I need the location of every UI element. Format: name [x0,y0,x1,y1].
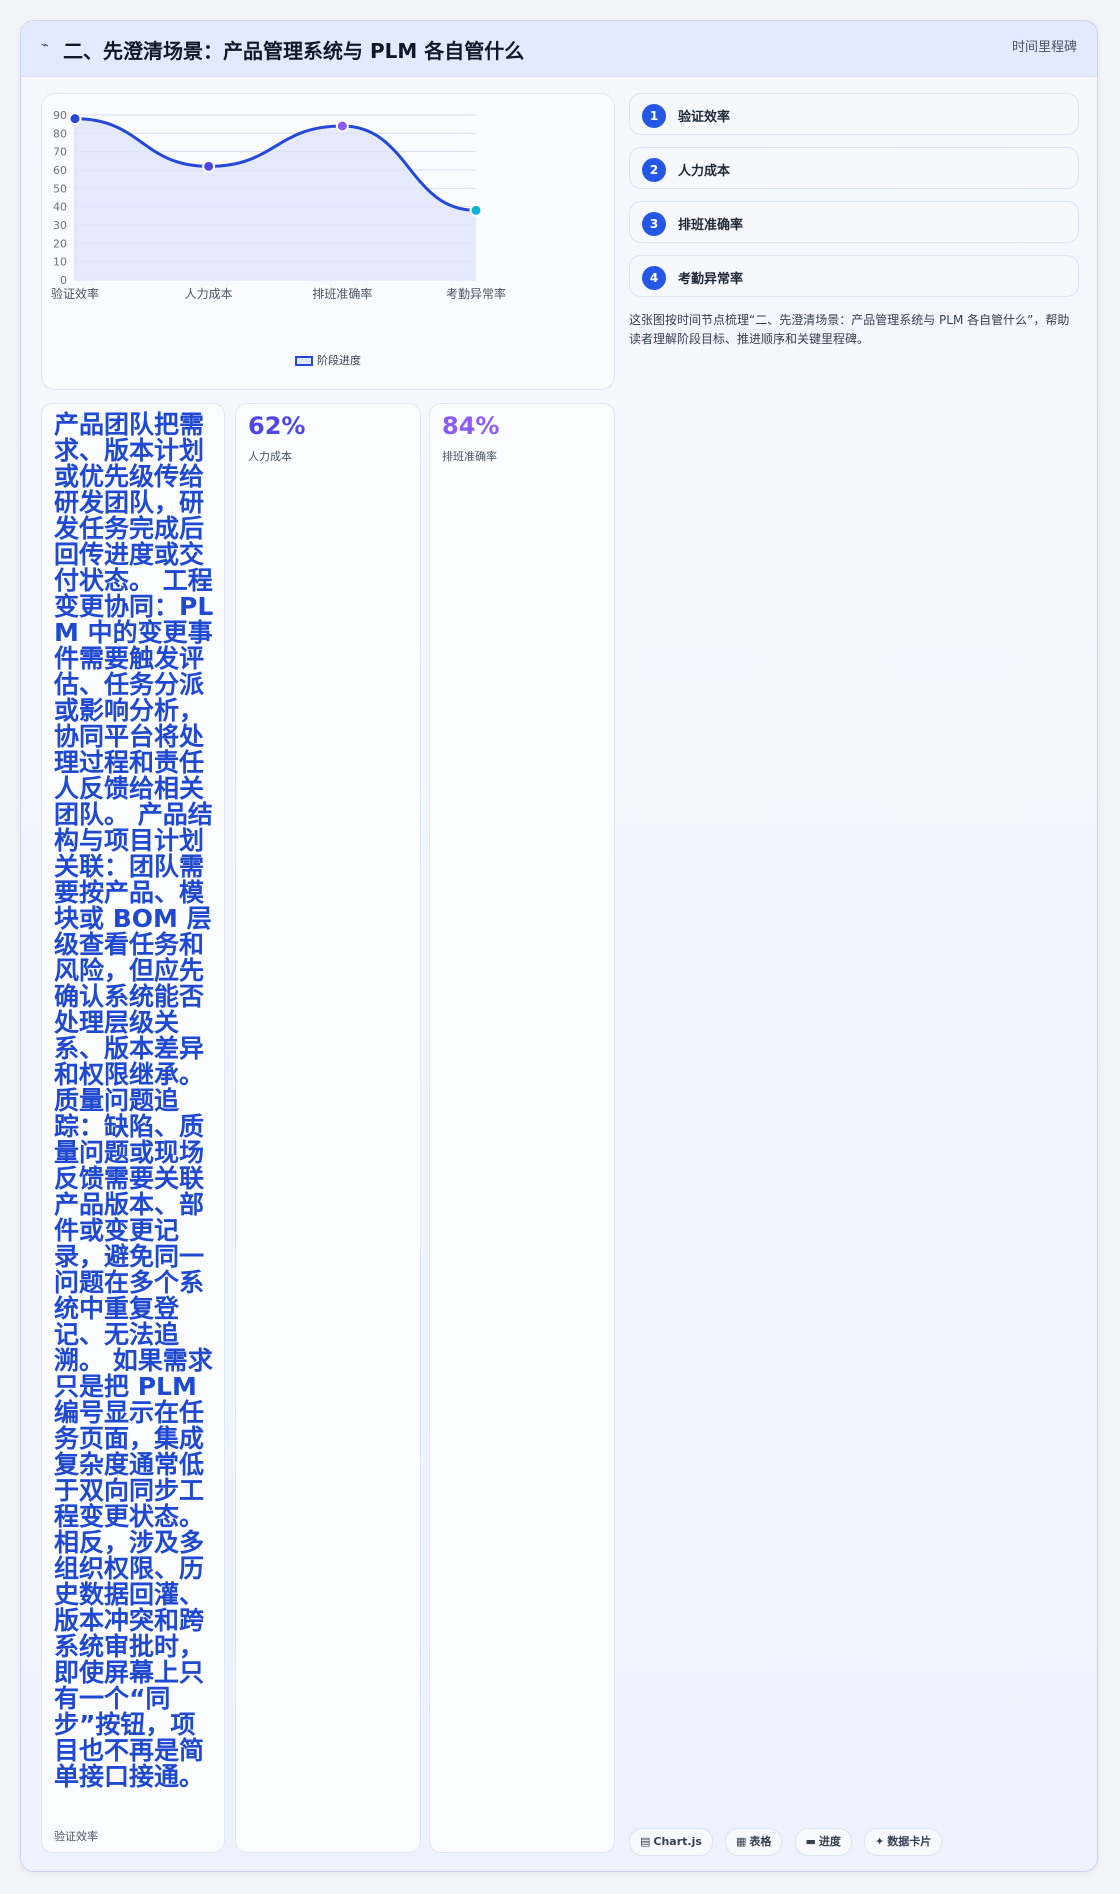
section-tag: 时间里程碑 [1011,40,1077,55]
step-number: 1 [642,104,666,128]
page-title: 二、先澄清场景：产品管理系统与 PLM 各自管什么 [63,39,525,63]
x-tick-label: 验证效率 [51,286,99,301]
y-tick-label: 80 [53,127,67,140]
y-tick-label: 70 [53,146,67,159]
x-tick-label: 排班准确率 [312,286,372,301]
stat-card-schedule-accuracy: 84% 排班准确率 [429,403,615,1853]
y-tick-label: 30 [53,219,67,232]
stat-value: 84% [442,412,500,440]
chip-label: 进度 [818,1835,841,1848]
milestone-item: 1 验证效率 [629,93,1079,135]
step-label: 排班准确率 [678,218,744,233]
chart-description: 这张图按时间节点梳理“二、先澄清场景：产品管理系统与 PLM 各自管什么”，帮助… [629,313,1070,346]
milestone-list: 1 验证效率 2 人力成本 3 排班准确率 4 考勤异常率 [629,93,1079,309]
tech-tags: ▤ Chart.js ▦ 表格 ▬ 进度 ✦ 数据卡片 [629,1828,949,1856]
chart-legend[interactable]: 阶段进度 [42,352,614,368]
x-tick-label: 考勤异常率 [446,286,506,301]
y-tick-label: 90 [53,109,67,122]
chip-progress[interactable]: ▬ 进度 [794,1828,852,1856]
milestone-item: 3 排班准确率 [629,201,1079,243]
main-card: ⌁ 二、先澄清场景：产品管理系统与 PLM 各自管什么 时间里程碑 0 10 20 3… [20,20,1098,1872]
x-tick-label: 人力成本 [185,287,233,301]
y-tick-label: 40 [53,201,67,214]
data-point [469,203,483,217]
chip-label: 数据卡片 [887,1835,932,1848]
table-icon: ▦ [736,1835,747,1848]
data-point [68,112,82,126]
stat-label: 排班准确率 [442,450,497,463]
chart-icon: ▤ [640,1835,651,1848]
data-point [202,159,216,173]
series-line [74,117,477,212]
y-tick-label: 10 [53,256,67,269]
milestone-item: 4 考勤异常率 [629,255,1079,297]
chip-label: 表格 [749,1835,772,1848]
series-area [75,118,476,281]
chip-label: Chart.js [653,1835,702,1848]
sparkle-icon: ✦ [875,1835,885,1848]
stat-label: 人力成本 [248,450,292,463]
line-chart: 0 10 20 30 40 50 60 70 80 90 验证效率 人力成本 排班准确率 考勤异常率 [51,109,506,301]
y-tick-label: 50 [53,182,67,195]
text-stat-card: 产品团队把需求、版本计划或优先级传给研发团队，研发任务完成后回传进度或交付状态。… [41,403,225,1853]
y-tick-label: 20 [53,237,67,250]
stat-value: 62% [248,412,306,440]
chip-data-card[interactable]: ✦ 数据卡片 [864,1828,943,1856]
legend-swatch [295,356,313,366]
card-header: ⌁ 二、先澄清场景：产品管理系统与 PLM 各自管什么 时间里程碑 [21,21,1097,77]
chip-table[interactable]: ▦ 表格 [725,1828,783,1856]
step-label: 考勤异常率 [678,272,744,287]
step-number: 3 [642,212,666,236]
y-tick-label: 60 [53,164,67,177]
chip-chartjs[interactable]: ▤ Chart.js [629,1828,713,1856]
step-label: 验证效率 [678,110,731,125]
stat-card-labor-cost: 62% 人力成本 [235,403,421,1853]
line-chart-icon: ⌁ [41,38,49,53]
data-point [335,119,349,133]
y-tick-label: 0 [60,274,67,287]
stat-label: 验证效率 [54,1830,98,1843]
step-label: 人力成本 [678,164,731,179]
progress-icon: ▬ [805,1835,816,1848]
step-number: 2 [642,158,666,182]
milestone-item: 2 人力成本 [629,147,1079,189]
stat-text: 产品团队把需求、版本计划或优先级传给研发团队，研发任务完成后回传进度或交付状态。… [54,410,214,1791]
chart-panel: 0 10 20 30 40 50 60 70 80 90 验证效率 人力成本 排班准确率 考勤异常率 阶段… [41,93,615,390]
legend-label: 阶段进度 [317,354,361,367]
step-number: 4 [642,266,666,290]
